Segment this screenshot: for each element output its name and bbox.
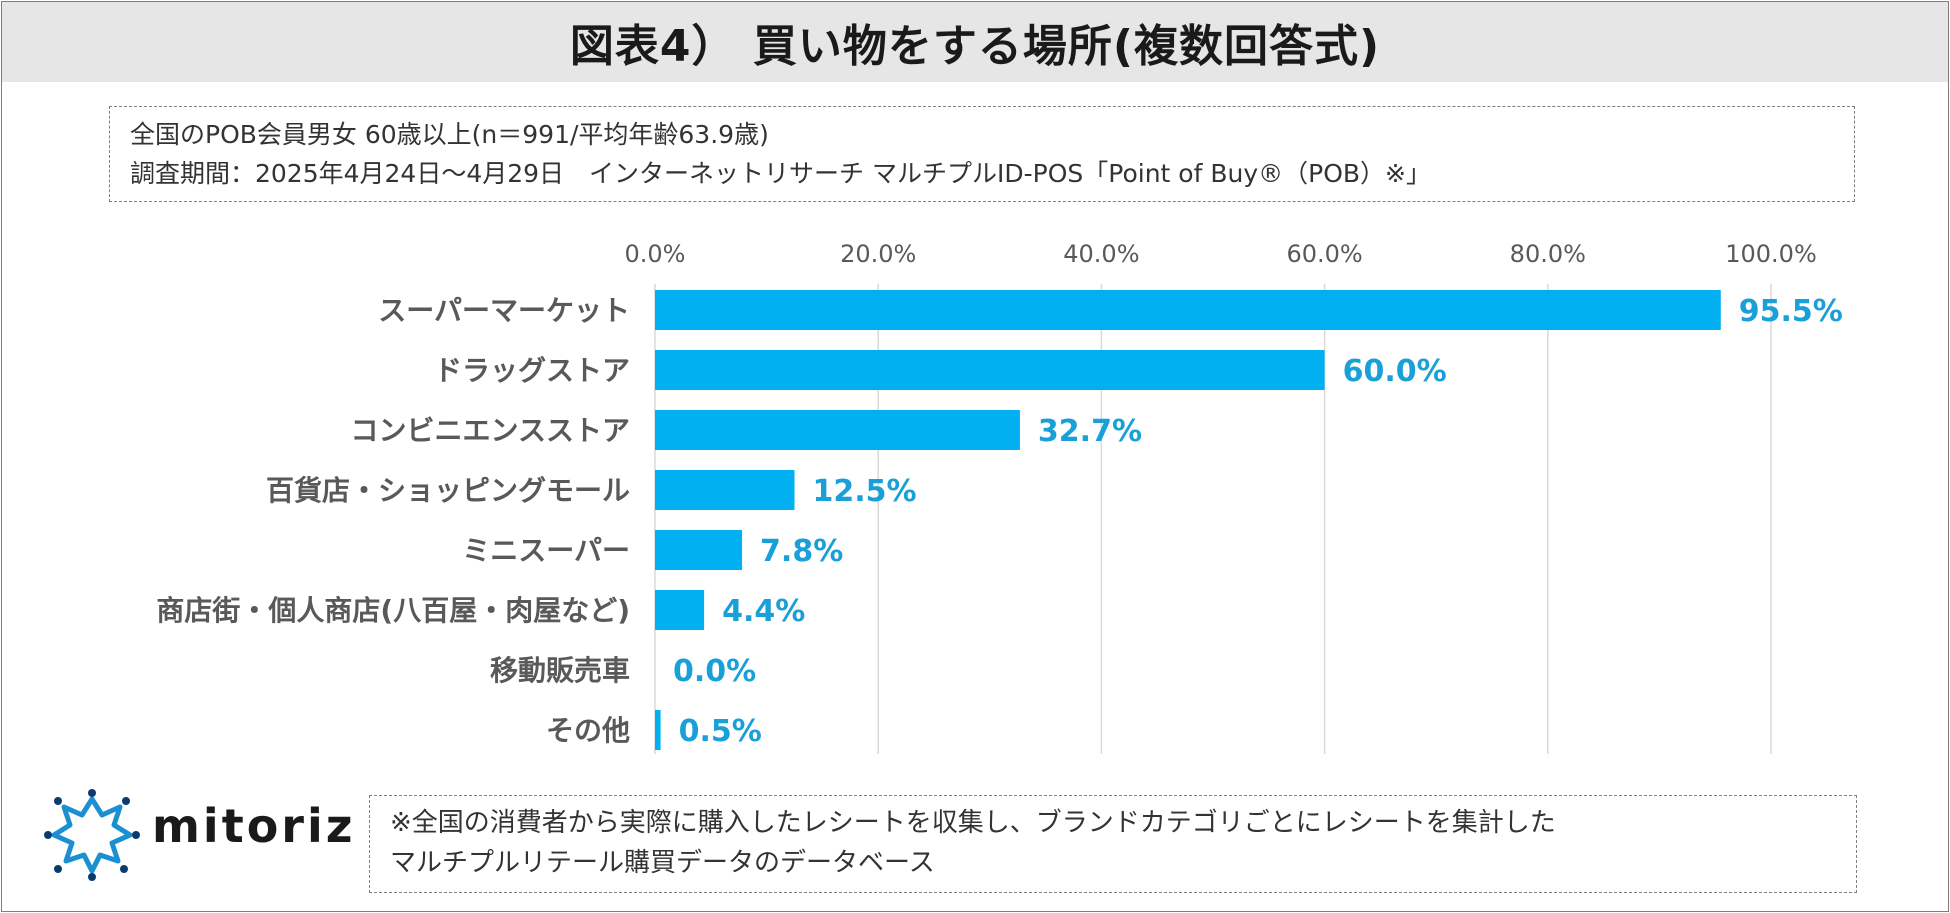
bar xyxy=(655,590,705,630)
footnote-box: ※全国の消費者から実際に購入したレシートを収集し、ブランドカテゴリごとにレシート… xyxy=(369,795,1857,893)
bar-chart: 0.0% 20.0% 40.0% 60.0% 80.0% 100.0% スーパーマーケット 9… xyxy=(156,240,1843,754)
bar xyxy=(655,410,1020,450)
x-tick-label: 100.0% xyxy=(1725,240,1817,268)
data-label: 12.5% xyxy=(813,474,917,509)
data-label: 0.0% xyxy=(673,654,756,689)
survey-period: 調査期間：2025年4月24日～4月29日 インターネットリサーチ マルチプルI… xyxy=(130,159,1431,188)
category-label: その他 xyxy=(546,714,630,747)
data-label: 7.8% xyxy=(760,534,843,569)
data-label: 0.5% xyxy=(679,714,762,749)
bar xyxy=(655,530,743,570)
bar xyxy=(655,290,1721,330)
category-label: 商店街・個人商店(八百屋・肉屋など) xyxy=(156,594,630,627)
category-label: コンビニエンスストア xyxy=(351,414,630,447)
bar xyxy=(655,710,661,750)
data-label: 32.7% xyxy=(1038,414,1142,449)
category-label: 百貨店・ショッピングモール xyxy=(266,474,630,507)
data-label: 95.5% xyxy=(1739,294,1843,329)
bar xyxy=(655,350,1325,390)
x-tick-label: 0.0% xyxy=(625,240,686,268)
x-tick-label: 40.0% xyxy=(1063,240,1139,268)
survey-respondents: 全国のPOB会員男女 60歳以上(n＝991/平均年齢63.9歳) xyxy=(130,120,769,149)
mitoriz-logo: mitoriz xyxy=(44,785,364,885)
data-label: 60.0% xyxy=(1343,354,1447,389)
category-label: ミニスーパー xyxy=(462,534,630,567)
category-label: ドラッグストア xyxy=(434,354,630,387)
bar xyxy=(655,470,795,510)
mitoriz-logo-icon xyxy=(44,789,140,881)
category-label: 移動販売車 xyxy=(490,654,630,687)
survey-info-box: 全国のPOB会員男女 60歳以上(n＝991/平均年齢63.9歳) 調査期間：2… xyxy=(109,106,1855,202)
x-tick-label: 80.0% xyxy=(1510,240,1586,268)
footnote-line-1: ※全国の消費者から実際に購入したレシートを収集し、ブランドカテゴリごとにレシート… xyxy=(390,808,1556,838)
category-label: スーパーマーケット xyxy=(378,294,630,327)
x-tick-label: 20.0% xyxy=(840,240,916,268)
footnote-line-2: マルチプルリテール購買データのデータベース xyxy=(390,848,935,878)
x-tick-label: 60.0% xyxy=(1286,240,1362,268)
logo-text: mitoriz xyxy=(152,799,356,853)
figure-title: 図表4） 買い物をする場所(複数回答式) xyxy=(2,2,1948,82)
data-label: 4.4% xyxy=(722,594,805,629)
